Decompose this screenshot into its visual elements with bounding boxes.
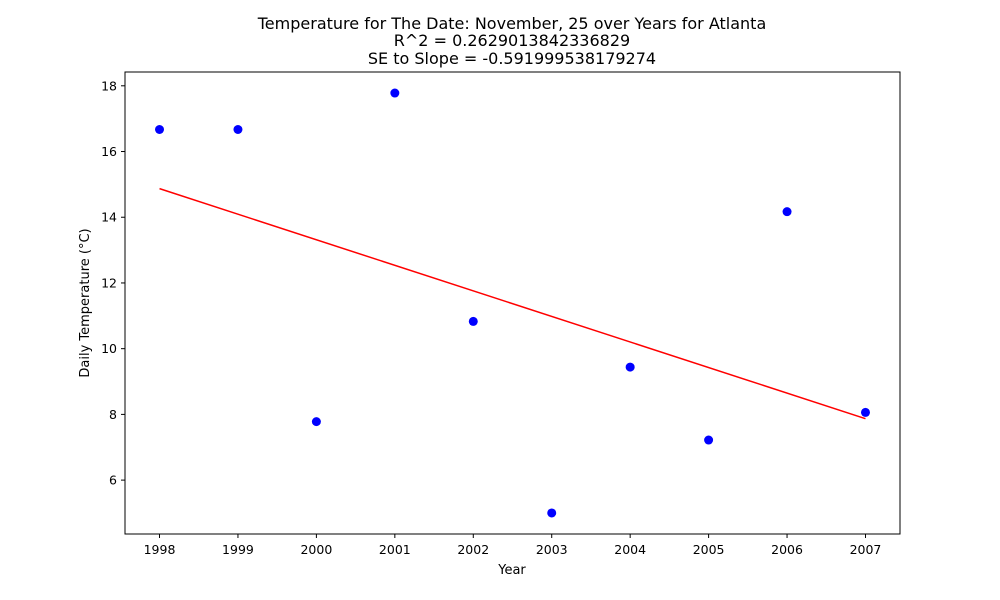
y-axis-label: Daily Temperature (°C) [78, 228, 93, 377]
data-point [155, 125, 165, 135]
y-tick-label: 18 [101, 78, 117, 93]
y-tick-label: 8 [109, 407, 117, 422]
data-point [704, 435, 714, 445]
y-tick-label: 14 [101, 210, 117, 225]
data-point [311, 417, 321, 427]
x-tick-label: 2007 [850, 542, 882, 557]
data-point [860, 407, 870, 417]
data-point [782, 207, 792, 217]
y-tick-label: 12 [101, 275, 117, 290]
plot-area-frame [124, 71, 901, 535]
data-point [625, 362, 635, 372]
data-points-layer [155, 88, 870, 518]
y-axis-ticks: 6 8 10 12 14 16 18 [101, 78, 125, 488]
trendline-layer [159, 187, 866, 420]
y-tick-label: 16 [101, 144, 117, 159]
x-tick-label: 2006 [771, 542, 803, 557]
x-tick-label: 2004 [614, 542, 646, 557]
chart-title: Temperature for The Date: November, 25 o… [257, 14, 767, 68]
data-point [468, 316, 478, 326]
x-axis-ticks: 1998 1999 2000 2001 2002 2003 2004 2005 2006 2007 [144, 534, 882, 557]
regression-line [159, 187, 866, 420]
x-tick-label: 2002 [457, 542, 489, 557]
x-tick-label: 1998 [144, 542, 176, 557]
x-tick-label: 2001 [379, 542, 411, 557]
data-point [547, 508, 557, 518]
chart-title-line-3: SE to Slope = -0.591999538179274 [368, 49, 656, 68]
chart-title-line-2: R^2 = 0.2629013842336829 [394, 31, 630, 50]
x-tick-label: 2005 [693, 542, 725, 557]
x-axis-label: Year [497, 563, 526, 578]
y-tick-label: 6 [109, 473, 117, 488]
x-tick-label: 2003 [536, 542, 568, 557]
data-point [390, 88, 400, 98]
chart-title-line-1: Temperature for The Date: November, 25 o… [257, 14, 767, 33]
x-tick-label: 1999 [222, 542, 254, 557]
x-tick-label: 2000 [300, 542, 332, 557]
y-tick-label: 10 [101, 341, 117, 356]
data-point [233, 125, 243, 135]
